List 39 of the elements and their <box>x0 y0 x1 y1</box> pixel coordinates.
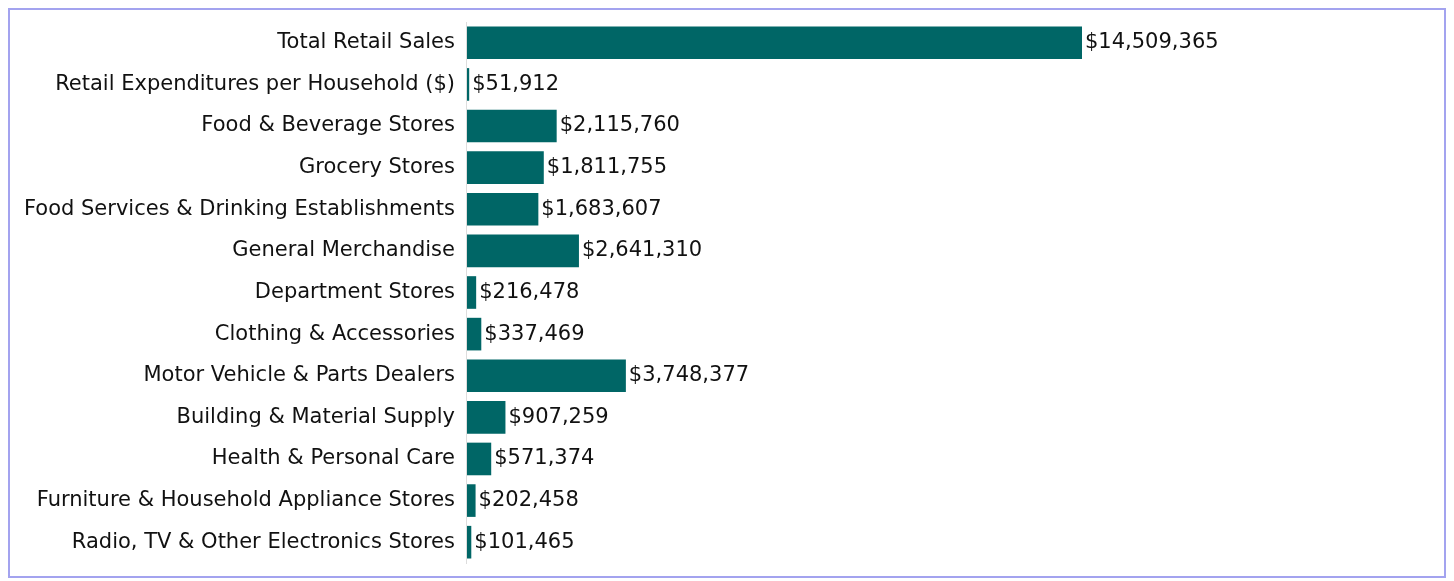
y-tick-label: Total Retail Sales <box>276 29 455 54</box>
data-label: $3,748,377 <box>628 362 750 387</box>
data-label: $51,912 <box>472 70 560 95</box>
data-label: $907,259 <box>508 403 609 428</box>
data-label: $101,465 <box>474 528 575 553</box>
data-label: $337,469 <box>484 320 585 345</box>
data-label: $216,478 <box>479 278 580 303</box>
y-tick-label: Furniture & Household Appliance Stores <box>36 487 455 512</box>
data-label: $571,374 <box>494 445 595 470</box>
y-tick-label: Food Services & Drinking Establishments <box>23 195 455 220</box>
data-label: $1,683,607 <box>541 195 662 220</box>
data-label: $1,811,755 <box>546 154 668 179</box>
data-label: $202,458 <box>478 487 579 512</box>
bar <box>466 442 492 476</box>
y-tick-label: Grocery Stores <box>299 154 455 179</box>
data-label: $2,641,310 <box>581 237 703 262</box>
y-tick-label: Building & Material Supply <box>176 403 455 428</box>
y-tick-label: Department Stores <box>254 278 455 303</box>
bar <box>466 68 470 101</box>
y-tick-label: General Merchandise <box>232 237 455 262</box>
bar <box>466 234 579 268</box>
bar <box>466 26 1082 60</box>
y-tick-label: Retail Expenditures per Household ($) <box>55 70 455 95</box>
bar <box>466 484 476 517</box>
bar <box>466 525 472 559</box>
bar <box>466 151 544 184</box>
bar <box>466 192 539 226</box>
bar <box>466 401 506 434</box>
bar <box>466 359 626 393</box>
data-label: $14,509,365 <box>1085 29 1219 54</box>
y-tick-label: Food & Beverage Stores <box>201 112 455 137</box>
y-tick-label: Motor Vehicle & Parts Dealers <box>143 362 455 387</box>
data-label: $2,115,760 <box>559 112 680 137</box>
y-tick-label: Radio, TV & Other Electronics Stores <box>71 528 455 553</box>
bar <box>466 276 477 309</box>
bar <box>466 109 557 143</box>
bar <box>466 317 482 351</box>
y-tick-label: Health & Personal Care <box>211 445 455 470</box>
y-tick-label: Clothing & Accessories <box>214 320 455 345</box>
